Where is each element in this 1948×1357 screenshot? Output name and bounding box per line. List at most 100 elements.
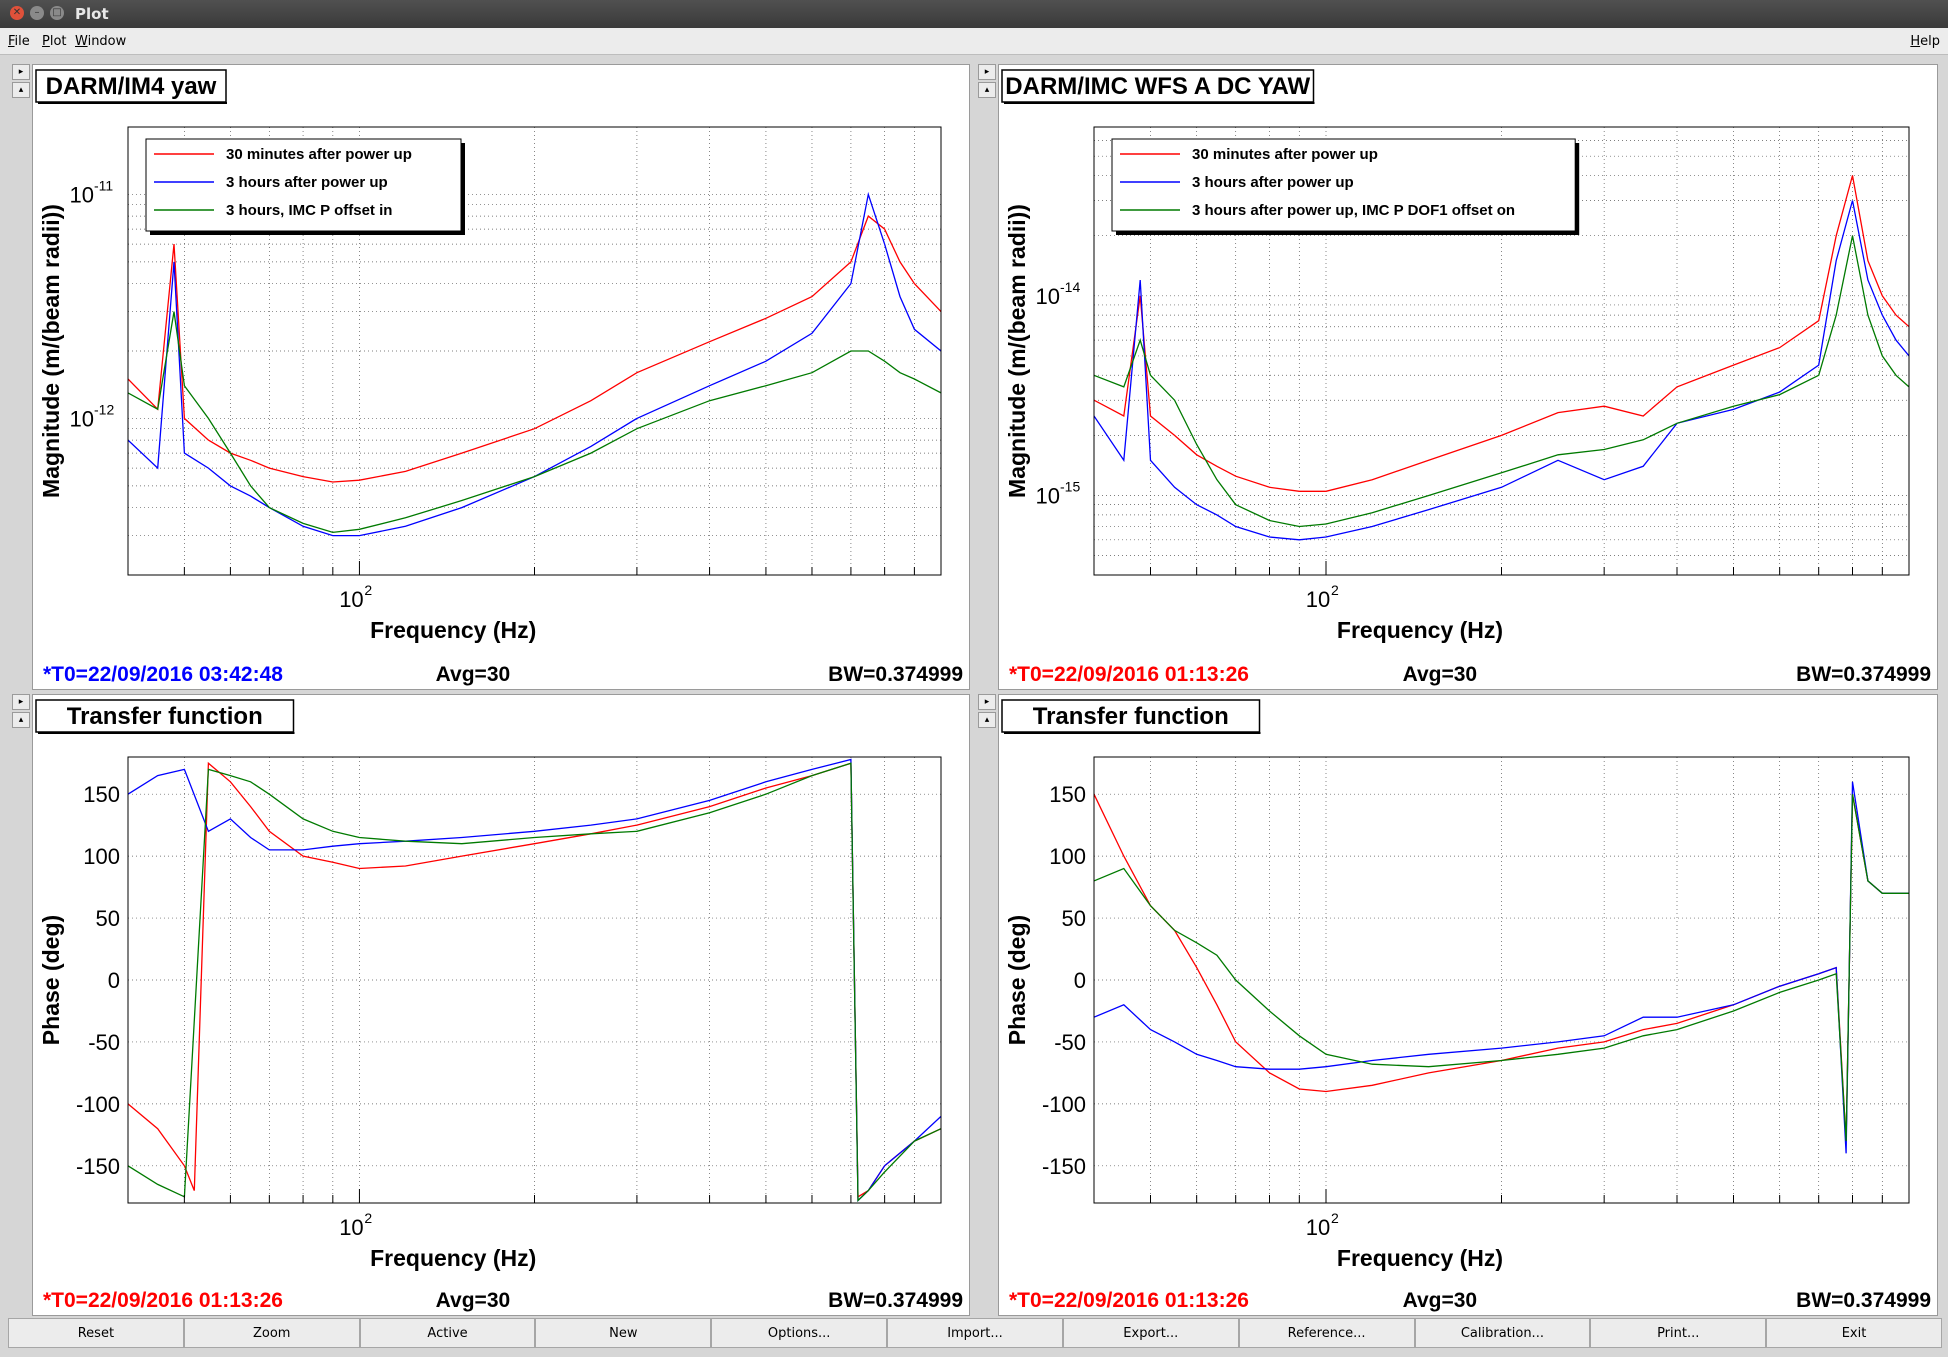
plot-title-text: Transfer function	[67, 703, 263, 730]
y-tick-label: 50	[1062, 906, 1086, 931]
y-tick-label: 0	[1074, 968, 1086, 993]
start-time-label: *T0=22/09/2016 03:42:48	[43, 663, 283, 686]
axis-ticks	[1149, 561, 1883, 575]
x-tick-label: 10 2	[339, 1210, 372, 1240]
import-button[interactable]: Import...	[887, 1318, 1063, 1348]
plot-pad-3[interactable]: Transfer function 10 2 150 100 50 0 -50 -100 -150…	[32, 694, 970, 1316]
plot-pad-4[interactable]: Transfer function 10 2 150 100 50 0 -50 -100 -150…	[998, 694, 1938, 1316]
legend: 30 minutes after power up 3 hours after p…	[1111, 138, 1580, 235]
reset-button[interactable]: Reset	[8, 1318, 184, 1348]
calibration-button[interactable]: Calibration...	[1414, 1318, 1591, 1348]
close-icon: ✕	[12, 7, 22, 18]
series-line	[1094, 200, 1909, 541]
y-tick-label: -100	[76, 1092, 120, 1117]
y-tick-label-base: 10	[70, 182, 94, 207]
legend-label: 3 hours after power up	[226, 174, 388, 191]
minimize-window-button[interactable]: –	[30, 6, 44, 20]
y-tick-label: 150	[1049, 782, 1086, 807]
x-tick-label-base: 10	[339, 1215, 363, 1240]
plot-frame	[127, 756, 942, 1204]
x-tick-label: 10 2	[1306, 1210, 1339, 1240]
x-tick-label: 10 2	[339, 582, 372, 612]
pad-expand-arrow-icon[interactable]: ▸	[978, 694, 996, 710]
series-line	[128, 762, 941, 1203]
pad-collapse-arrow-icon[interactable]: ▴	[12, 82, 30, 98]
plot-pad-1[interactable]: DARM/IM4 yaw 10 2 10 -11 10 -12 Frequency (Hz) M…	[32, 64, 970, 690]
export-button[interactable]: Export...	[1062, 1318, 1239, 1348]
window-title: Plot	[75, 5, 109, 23]
bandwidth-label: BW=0.374999	[828, 663, 963, 686]
x-tick-label-base: 10	[339, 587, 363, 612]
menu-bar: File Plot Window Help	[0, 28, 1948, 55]
x-tick-label-exponent: 2	[1331, 1210, 1339, 1226]
y-tick-label: -150	[1042, 1154, 1086, 1179]
minimize-icon: –	[34, 7, 40, 18]
plot-series-group	[128, 758, 941, 1203]
options-button[interactable]: Options...	[711, 1318, 888, 1348]
y-tick-label-exponent: -11	[94, 177, 113, 193]
y-tick-label: 10 -11	[70, 177, 114, 207]
plot-title: DARM/IM4 yaw	[35, 69, 227, 104]
print-button[interactable]: Print...	[1590, 1318, 1767, 1348]
active-button[interactable]: Active	[359, 1318, 536, 1348]
pad-expand-arrow-icon[interactable]: ▸	[978, 64, 996, 80]
plot-title-text: Transfer function	[1033, 703, 1229, 730]
x-tick-label-base: 10	[1306, 587, 1330, 612]
y-tick-label: 10 -14	[1036, 279, 1081, 309]
plot-grid	[1094, 757, 1909, 1203]
menu-window[interactable]: Window	[75, 34, 127, 49]
average-count-label: Avg=30	[1403, 1289, 1478, 1312]
zoom-button[interactable]: Zoom	[183, 1318, 360, 1348]
plot-title-box	[35, 699, 295, 733]
maximize-window-button[interactable]: □	[50, 6, 64, 20]
x-tick-label-exponent: 2	[364, 582, 372, 598]
plot-series-group	[1094, 781, 1909, 1154]
pad-expand-arrow-icon[interactable]: ▸	[12, 694, 30, 710]
average-count-label: Avg=30	[436, 1289, 511, 1312]
y-tick-label: 10 -15	[1036, 479, 1081, 509]
legend-label: 3 hours after power up	[1192, 174, 1354, 191]
pad-collapse-arrow-icon[interactable]: ▴	[12, 712, 30, 728]
reference-button[interactable]: Reference...	[1238, 1318, 1415, 1348]
close-window-button[interactable]: ✕	[10, 6, 24, 20]
menu-plot[interactable]: Plot	[42, 34, 67, 49]
legend-label: 3 hours after power up, IMC P DOF1 offse…	[1192, 202, 1515, 219]
series-line	[1094, 175, 1909, 492]
series-line	[128, 311, 941, 534]
y-tick-label-exponent: -15	[1060, 479, 1080, 495]
y-axis-label: Magnitude (m/(beam radii))	[38, 204, 64, 498]
plot-series-group	[1094, 175, 1909, 541]
legend-box	[1111, 138, 1576, 232]
plot-title-box	[1001, 69, 1315, 103]
exit-button[interactable]: Exit	[1766, 1318, 1942, 1348]
axis-ticks	[1149, 1189, 1883, 1203]
maximize-icon: □	[52, 7, 62, 18]
pad-expand-arrow-icon[interactable]: ▸	[12, 64, 30, 80]
pad-collapse-arrow-icon[interactable]: ▴	[978, 712, 996, 728]
x-axis-label: Frequency (Hz)	[370, 617, 536, 643]
average-count-label: Avg=30	[1403, 663, 1478, 686]
pad-controls-top-left: ▸ ▴	[12, 64, 30, 100]
axis-ticks	[183, 1189, 915, 1203]
plot-grid	[128, 757, 941, 1203]
y-tick-label-exponent: -12	[94, 401, 114, 417]
y-tick-label: 100	[83, 844, 120, 869]
x-tick-label-exponent: 2	[364, 1210, 372, 1226]
menu-file[interactable]: File	[8, 34, 30, 49]
plot-grid	[1094, 127, 1909, 575]
x-tick-label-exponent: 2	[1331, 582, 1339, 598]
series-line	[1094, 794, 1909, 1142]
new-button[interactable]: New	[535, 1318, 712, 1348]
bandwidth-label: BW=0.374999	[1796, 1289, 1931, 1312]
x-axis-label: Frequency (Hz)	[1337, 1245, 1503, 1271]
y-tick-label-base: 10	[1036, 284, 1060, 309]
plot-pad-2[interactable]: DARM/IMC WFS A DC YAW 10 2 10 -14 10 -15 Freque…	[998, 64, 1938, 690]
x-axis-label: Frequency (Hz)	[370, 1245, 536, 1271]
menu-help[interactable]: Help	[1910, 34, 1940, 49]
start-time-label: *T0=22/09/2016 01:13:26	[1009, 663, 1249, 686]
bottom-toolbar: Reset Zoom Active New Options... Import.…	[8, 1318, 1942, 1348]
plot-title-text: DARM/IMC WFS A DC YAW	[1005, 73, 1310, 100]
pad-collapse-arrow-icon[interactable]: ▴	[978, 82, 996, 98]
plot-series-group	[128, 191, 941, 537]
